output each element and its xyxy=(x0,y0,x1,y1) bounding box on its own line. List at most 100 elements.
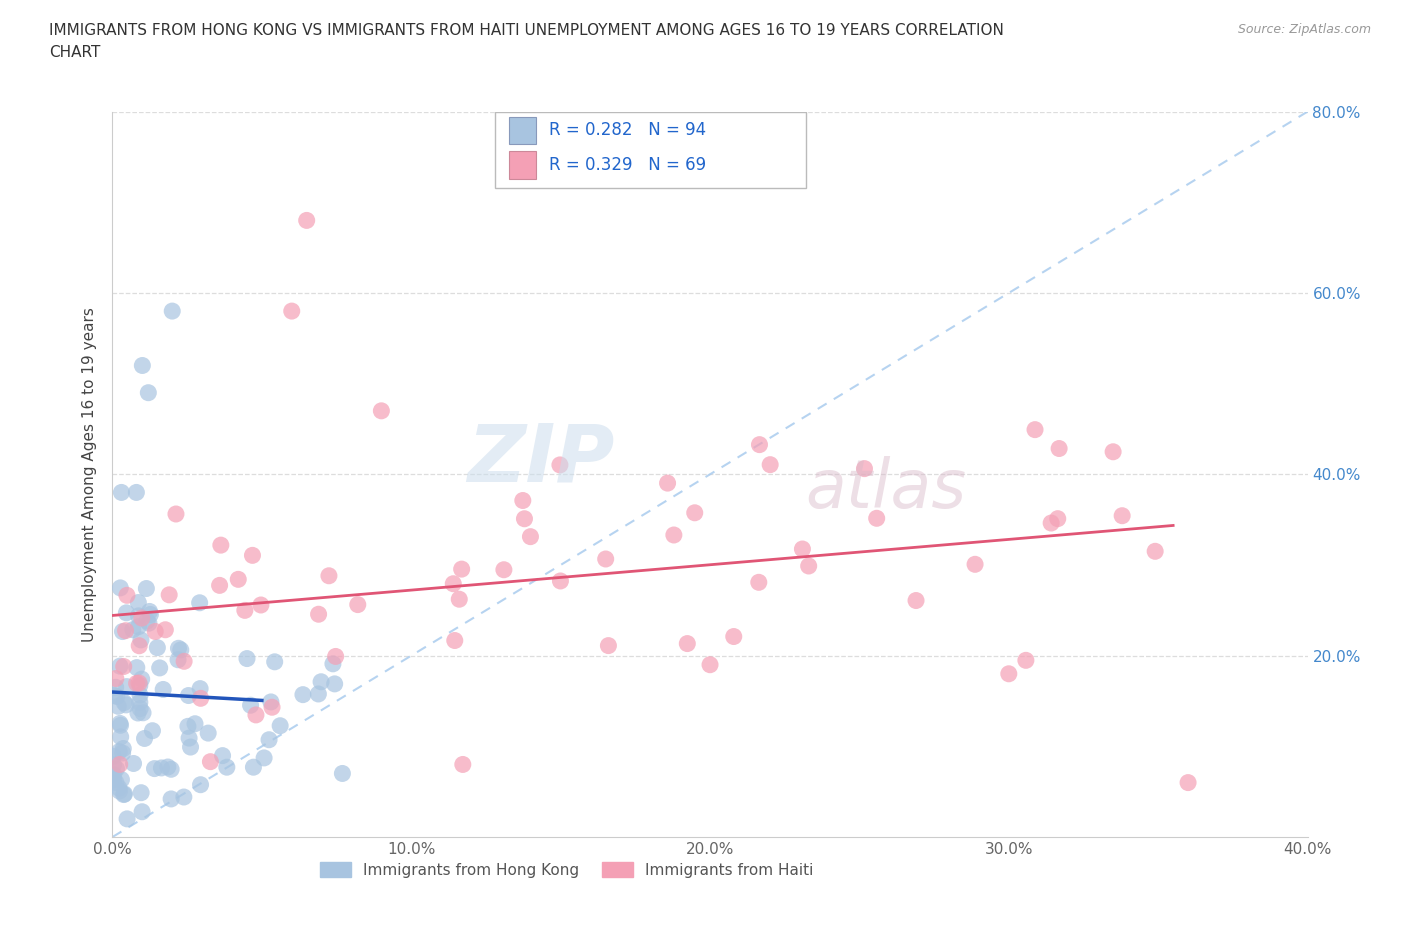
Point xyxy=(595,551,617,566)
Point xyxy=(441,577,464,591)
Point xyxy=(723,629,745,644)
Point xyxy=(662,527,685,542)
Point xyxy=(107,698,129,713)
Point xyxy=(115,605,138,620)
Point xyxy=(127,619,149,634)
Point xyxy=(519,529,541,544)
Text: IMMIGRANTS FROM HONG KONG VS IMMIGRANTS FROM HAITI UNEMPLOYMENT AMONG AGES 16 TO: IMMIGRANTS FROM HONG KONG VS IMMIGRANTS … xyxy=(49,23,1004,38)
Point xyxy=(748,575,770,590)
Point xyxy=(965,557,987,572)
Point xyxy=(250,598,273,613)
Point xyxy=(131,671,153,686)
Point xyxy=(170,643,193,658)
Point xyxy=(167,641,190,656)
Point xyxy=(125,485,148,500)
Point xyxy=(115,698,138,712)
Point xyxy=(242,760,264,775)
Point xyxy=(236,651,259,666)
Point xyxy=(115,679,138,694)
Point xyxy=(143,761,166,776)
Point xyxy=(138,385,160,400)
Point xyxy=(1177,776,1199,790)
Point xyxy=(150,761,173,776)
Point xyxy=(1047,441,1070,456)
Point xyxy=(226,572,249,587)
Point xyxy=(110,718,132,733)
Point xyxy=(162,303,183,318)
Point xyxy=(239,698,262,712)
Point xyxy=(104,671,127,686)
Point xyxy=(134,731,156,746)
Point xyxy=(190,777,212,792)
Point xyxy=(108,780,131,795)
Point xyxy=(291,687,314,702)
Point xyxy=(263,655,285,670)
Point xyxy=(136,614,159,629)
Point xyxy=(1046,512,1069,526)
Point xyxy=(449,591,471,606)
Point xyxy=(269,718,291,733)
Point xyxy=(129,701,152,716)
Point xyxy=(129,785,152,800)
Point xyxy=(114,623,136,638)
FancyBboxPatch shape xyxy=(495,112,806,188)
Point xyxy=(370,404,392,418)
Point xyxy=(209,538,232,552)
Point xyxy=(103,767,125,782)
Point xyxy=(146,640,169,655)
Point xyxy=(295,213,318,228)
Point xyxy=(143,624,166,639)
Text: R = 0.329   N = 69: R = 0.329 N = 69 xyxy=(548,156,706,174)
Point xyxy=(128,695,150,710)
Point xyxy=(309,674,332,689)
Point xyxy=(211,748,233,763)
Point xyxy=(1144,544,1167,559)
Point xyxy=(323,676,346,691)
Point xyxy=(115,811,138,827)
Point xyxy=(998,667,1021,682)
Point xyxy=(513,512,536,526)
Text: ZIP: ZIP xyxy=(467,420,614,498)
Point xyxy=(215,760,238,775)
Point xyxy=(132,705,155,720)
Text: Source: ZipAtlas.com: Source: ZipAtlas.com xyxy=(1237,23,1371,36)
Point xyxy=(257,732,280,747)
Point xyxy=(792,541,814,556)
Point xyxy=(598,638,620,653)
Point xyxy=(103,758,125,773)
Point xyxy=(128,638,150,653)
Point xyxy=(105,689,128,704)
Point xyxy=(853,461,876,476)
Point xyxy=(111,624,134,639)
Point xyxy=(550,574,572,589)
Point xyxy=(242,548,264,563)
Point xyxy=(121,622,143,637)
Point xyxy=(110,772,132,787)
Point xyxy=(797,559,820,574)
Point xyxy=(676,636,699,651)
Text: CHART: CHART xyxy=(49,45,101,60)
Point xyxy=(152,682,174,697)
Point xyxy=(190,691,212,706)
Point xyxy=(173,654,195,669)
Point xyxy=(281,303,304,318)
Point xyxy=(112,695,135,710)
Point xyxy=(188,595,211,610)
Point xyxy=(450,562,472,577)
Point xyxy=(138,604,160,618)
Point xyxy=(160,762,183,777)
Point xyxy=(177,688,200,703)
Point xyxy=(866,511,889,525)
Point xyxy=(128,608,150,623)
Point xyxy=(110,485,132,500)
Point xyxy=(114,787,136,802)
Point xyxy=(748,437,770,452)
Point xyxy=(197,725,219,740)
Point xyxy=(253,751,276,765)
Point xyxy=(322,657,344,671)
Point xyxy=(346,597,368,612)
Point xyxy=(260,699,283,714)
Point xyxy=(512,493,534,508)
Point xyxy=(110,580,132,595)
Bar xyxy=(509,152,536,179)
